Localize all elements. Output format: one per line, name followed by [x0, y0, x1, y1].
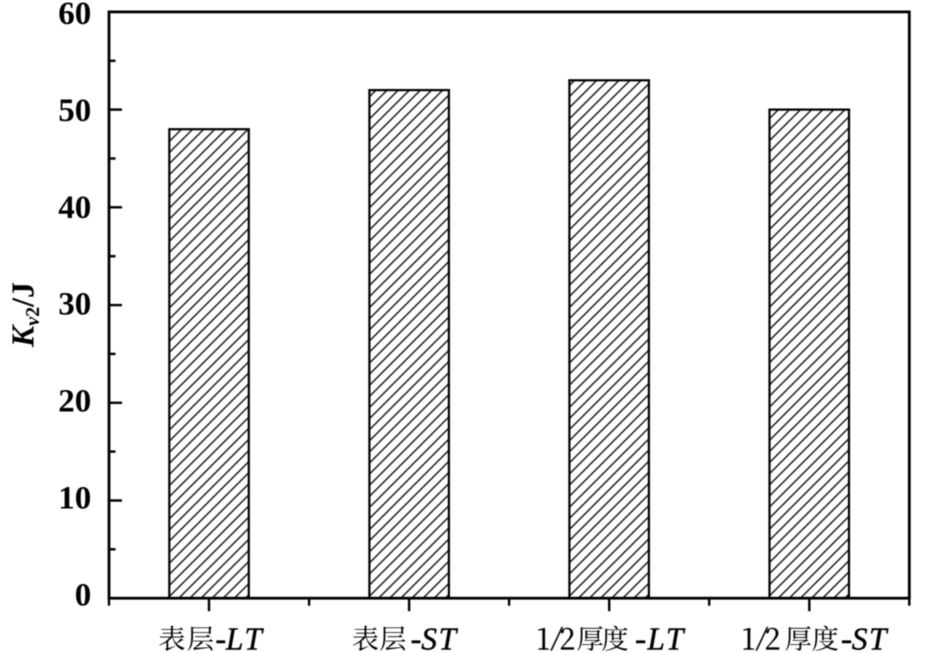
svg-text:0: 0 — [75, 577, 92, 613]
svg-text:ST: ST — [852, 622, 889, 653]
svg-text:LT: LT — [225, 622, 264, 653]
svg-text:60: 60 — [58, 0, 91, 32]
svg-text:50: 50 — [58, 93, 91, 129]
svg-text:30: 30 — [58, 287, 91, 323]
svg-text:10: 10 — [58, 481, 91, 517]
svg-text:20: 20 — [58, 384, 91, 420]
svg-text:LT: LT — [646, 622, 685, 653]
svg-text:Kv2/J: Kv2/J — [5, 282, 45, 348]
svg-text:40: 40 — [58, 190, 91, 226]
svg-text:ST: ST — [421, 622, 458, 653]
